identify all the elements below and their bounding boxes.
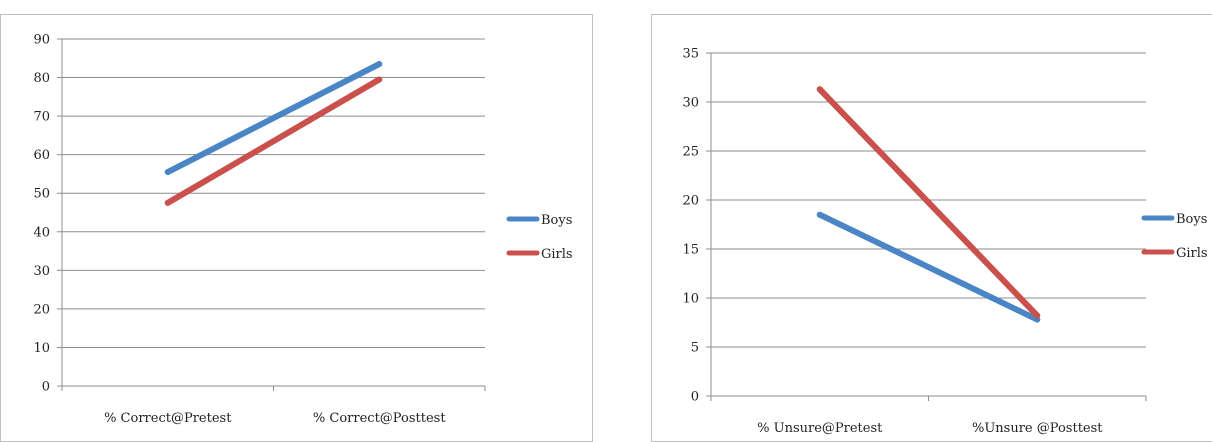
- unsure-y-tick-label: 35: [682, 47, 699, 62]
- correct-y-tick-label: 30: [33, 264, 50, 279]
- correct-y-tick-label: 90: [33, 33, 50, 48]
- unsure-category-label: %Unsure @Posttest: [972, 421, 1103, 436]
- unsure-y-tick-label: 10: [682, 292, 699, 307]
- chart-panel-unsure: 0 5 10 15 20 25 30 35 % Unsure@Pretest %Unsure @P…: [651, 14, 1212, 442]
- unsure-y-tick-label: 5: [691, 341, 699, 356]
- correct-legend-label-girls: Girls: [541, 247, 573, 262]
- chart-correct: 0 10 20 30 40 50 60 70 80 90 % Correct@Pretest % Co…: [33, 33, 573, 427]
- correct-y-tick-label: 10: [33, 341, 50, 356]
- correct-y-tick-label: 50: [33, 187, 50, 202]
- unsure-y-tick-label: 20: [682, 194, 699, 209]
- correct-y-tick-label: 70: [33, 110, 50, 125]
- correct-y-tick-label: 60: [33, 148, 50, 163]
- correct-series-girls-point: [376, 76, 383, 83]
- unsure-series-boys-point: [816, 211, 823, 218]
- correct-series-boys-point: [164, 169, 171, 176]
- unsure-category-label: % Unsure@Pretest: [757, 421, 883, 436]
- unsure-y-tick-label: 30: [682, 96, 699, 111]
- unsure-series-boys-line: [816, 211, 1041, 323]
- correct-category-label: % Correct@Posttest: [313, 411, 446, 426]
- correct-series-girls-point: [164, 199, 171, 206]
- unsure-series-girls-line: [816, 86, 1041, 319]
- correct-series-girls-line: [164, 76, 383, 206]
- correct-series-boys-point: [376, 61, 383, 68]
- correct-y-tick-label: 0: [42, 380, 50, 395]
- chart-panel-correct: 0 10 20 30 40 50 60 70 80 90 % Correct@Pretest % Co…: [0, 14, 593, 442]
- unsure-y-tick-label: 25: [682, 145, 699, 160]
- unsure-series-girls-point: [816, 86, 823, 93]
- unsure-series-girls-point: [1034, 312, 1041, 319]
- correct-series-boys-line: [164, 61, 383, 176]
- chart-unsure: 0 5 10 15 20 25 30 35 % Unsure@Pretest %Unsure @P…: [682, 47, 1208, 437]
- correct-y-tick-label: 40: [33, 225, 50, 240]
- correct-y-tick-label: 20: [33, 302, 50, 317]
- correct-legend-label-boys: Boys: [541, 213, 572, 228]
- correct-y-tick-label: 80: [33, 71, 50, 86]
- unsure-y-tick-label: 0: [691, 390, 699, 405]
- unsure-legend-label-boys: Boys: [1176, 212, 1207, 227]
- correct-category-label: % Correct@Pretest: [104, 411, 232, 426]
- unsure-legend-label-girls: Girls: [1176, 246, 1208, 261]
- unsure-y-tick-label: 15: [682, 243, 699, 258]
